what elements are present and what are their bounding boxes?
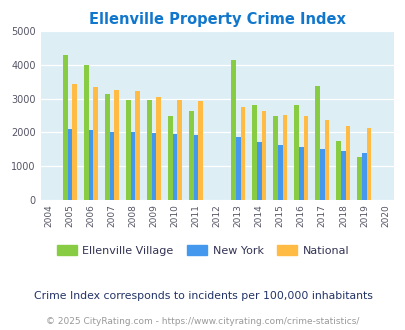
Bar xyxy=(273,116,277,200)
Bar xyxy=(315,86,319,200)
Bar xyxy=(336,142,340,200)
Bar xyxy=(361,153,366,200)
Title: Ellenville Property Crime Index: Ellenville Property Crime Index xyxy=(89,13,345,27)
Bar xyxy=(256,143,261,200)
Text: © 2025 CityRating.com - https://www.cityrating.com/crime-statistics/: © 2025 CityRating.com - https://www.city… xyxy=(46,317,359,326)
Bar xyxy=(147,100,151,200)
Bar xyxy=(240,108,245,200)
Bar xyxy=(130,132,135,200)
Bar xyxy=(177,100,182,200)
Bar xyxy=(252,105,256,200)
Bar xyxy=(324,120,328,200)
Bar xyxy=(345,126,350,200)
Bar xyxy=(151,133,156,200)
Bar xyxy=(235,137,240,200)
Bar xyxy=(89,130,93,200)
Bar xyxy=(189,112,194,200)
Bar xyxy=(84,65,89,200)
Bar xyxy=(366,128,371,200)
Bar xyxy=(68,129,72,200)
Bar xyxy=(194,135,198,200)
Bar xyxy=(63,55,68,200)
Bar xyxy=(294,105,298,200)
Bar xyxy=(93,87,98,200)
Bar xyxy=(277,145,282,200)
Bar xyxy=(231,60,235,200)
Bar xyxy=(114,90,119,200)
Bar xyxy=(261,112,266,200)
Bar xyxy=(109,132,114,200)
Bar xyxy=(356,157,361,200)
Bar xyxy=(298,147,303,200)
Legend: Ellenville Village, New York, National: Ellenville Village, New York, National xyxy=(52,241,353,260)
Bar xyxy=(126,100,130,200)
Bar xyxy=(72,83,77,200)
Bar xyxy=(282,115,286,200)
Bar xyxy=(173,134,177,200)
Bar xyxy=(198,101,202,200)
Bar xyxy=(135,91,140,200)
Bar xyxy=(303,116,307,200)
Bar xyxy=(168,116,173,200)
Bar xyxy=(319,149,324,200)
Bar xyxy=(340,150,345,200)
Bar xyxy=(156,97,161,200)
Text: Crime Index corresponds to incidents per 100,000 inhabitants: Crime Index corresponds to incidents per… xyxy=(34,291,371,301)
Bar xyxy=(105,94,109,200)
